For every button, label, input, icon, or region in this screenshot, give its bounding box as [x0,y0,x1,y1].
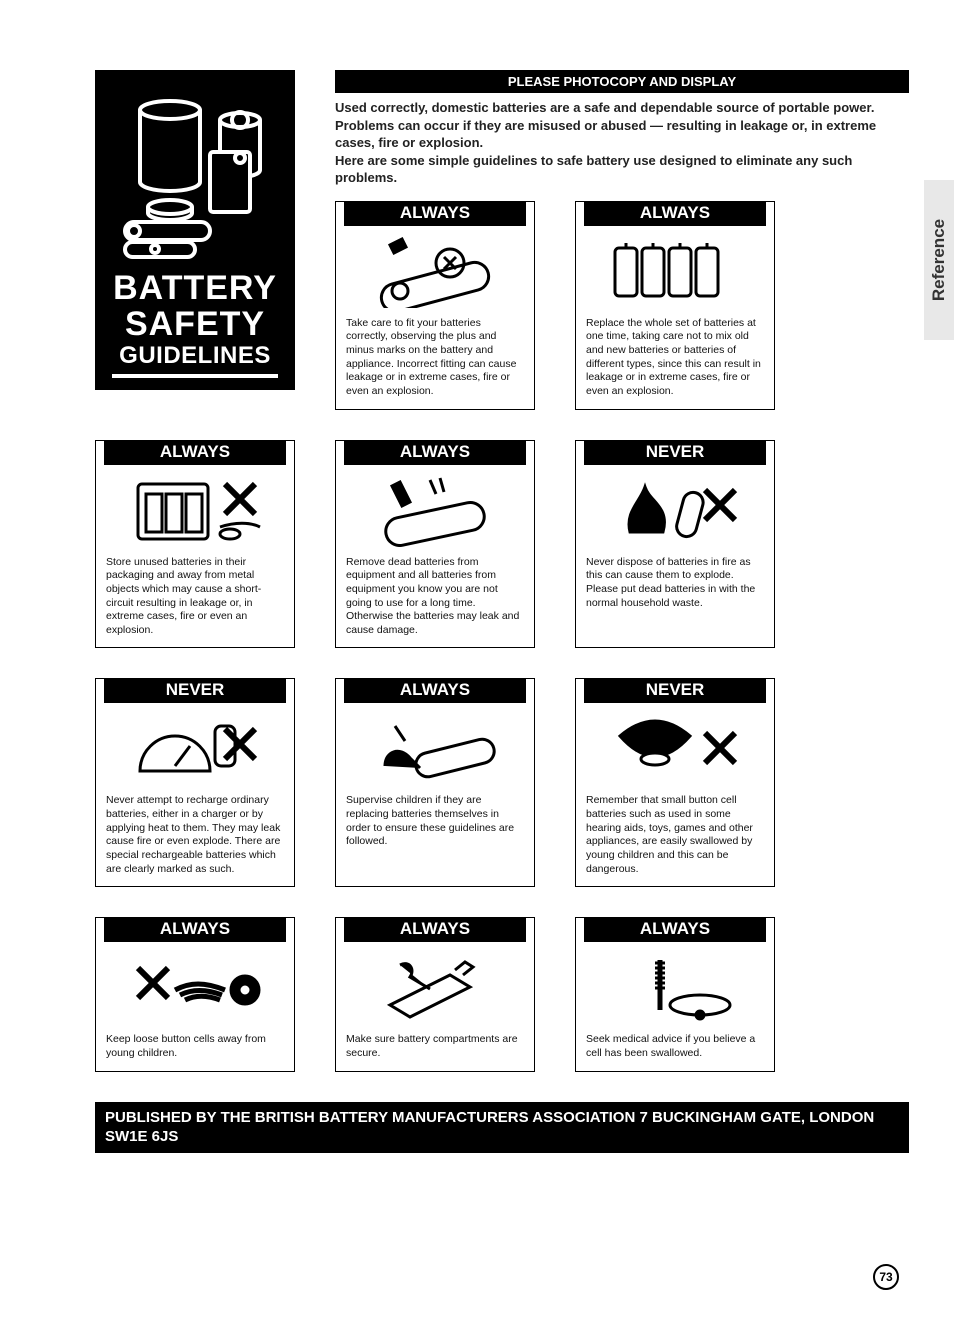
card-head: NEVER [584,678,766,703]
card-never-fire: NEVER Never dispose of batteries in fire… [575,440,775,649]
fire-icon [584,470,766,550]
card-never-swallow: NEVER Remember that small button cell ba… [575,678,775,887]
card-head: ALWAYS [104,440,286,465]
keepaway-icon [104,947,286,1027]
logo-box: BATTERY SAFETY GUIDELINES [95,70,295,390]
package-icon [104,470,286,550]
photocopy-banner: PLEASE PHOTOCOPY AND DISPLAY [335,70,909,93]
card-row-2: NEVER Never attempt to recharge ordinary… [95,678,909,887]
secure-icon [344,947,526,1027]
card-body: Store unused batteries in their packagin… [96,550,294,648]
card-body: Supervise children if they are replacing… [336,788,534,859]
card-always-supervise: ALWAYS Supervise children if they are re… [335,678,535,887]
card-row-3: ALWAYS Keep loose button cells away from… [95,917,909,1071]
card-body: Seek medical advice if you believe a cel… [576,1027,774,1070]
card-body: Take care to fit your batteries correctl… [336,311,534,409]
page-number: 73 [873,1264,899,1290]
card-row-0: ALWAYS Take care to fit your batteries c… [335,201,909,410]
card-head: NEVER [104,678,286,703]
supervise-icon [344,708,526,788]
logo-rule [112,374,278,378]
intro-text: Used correctly, domestic batteries are a… [335,99,909,187]
remove-dead-icon [344,470,526,550]
replace-set-icon [584,231,766,311]
side-tab-label: Reference [929,219,949,301]
card-head: ALWAYS [344,440,526,465]
swallow-icon [584,708,766,788]
card-body: Keep loose button cells away from young … [96,1027,294,1070]
logo-text: BATTERY SAFETY GUIDELINES [113,271,277,368]
card-head: ALWAYS [104,917,286,942]
card-never-recharge: NEVER Never attempt to recharge ordinary… [95,678,295,887]
card-body: Remove dead batteries from equipment and… [336,550,534,648]
card-always-store: ALWAYS Store unused batteries in their p… [95,440,295,649]
recharge-icon [104,708,286,788]
card-always-medical: ALWAYS Seek medical advice if you believ… [575,917,775,1071]
battery-illustration-icon [103,82,287,271]
card-always-remove: ALWAYS Remove dead batteries from equipm… [335,440,535,649]
card-body: Remember that small button cell batterie… [576,788,774,886]
card-grid: ALWAYS Store unused batteries in their p… [95,440,909,1072]
card-row-1: ALWAYS Store unused batteries in their p… [95,440,909,649]
card-body: Replace the whole set of batteries at on… [576,311,774,409]
card-body: Make sure battery compartments are secur… [336,1027,534,1070]
card-body: Never dispose of batteries in fire as th… [576,550,774,621]
card-body: Never attempt to recharge ordinary batte… [96,788,294,886]
card-head: ALWAYS [584,917,766,942]
card-head: ALWAYS [584,201,766,226]
card-head: ALWAYS [344,201,526,226]
insert-battery-icon [344,231,526,311]
card-always-keepaway: ALWAYS Keep loose button cells away from… [95,917,295,1071]
footer-bar: PUBLISHED BY THE BRITISH BATTERY MANUFAC… [95,1102,909,1153]
medical-icon [584,947,766,1027]
intro-column: PLEASE PHOTOCOPY AND DISPLAY Used correc… [335,70,909,410]
top-row: BATTERY SAFETY GUIDELINES PLEASE PHOTOCO… [95,70,909,410]
card-head: ALWAYS [344,917,526,942]
card-head: NEVER [584,440,766,465]
card-always-replace: ALWAYS Replace the whole set of batterie… [575,201,775,410]
side-tab: Reference [924,180,954,340]
card-head: ALWAYS [344,678,526,703]
card-always-secure: ALWAYS Make sure battery compartments ar… [335,917,535,1071]
card-always-fit: ALWAYS Take care to fit your batteries c… [335,201,535,410]
